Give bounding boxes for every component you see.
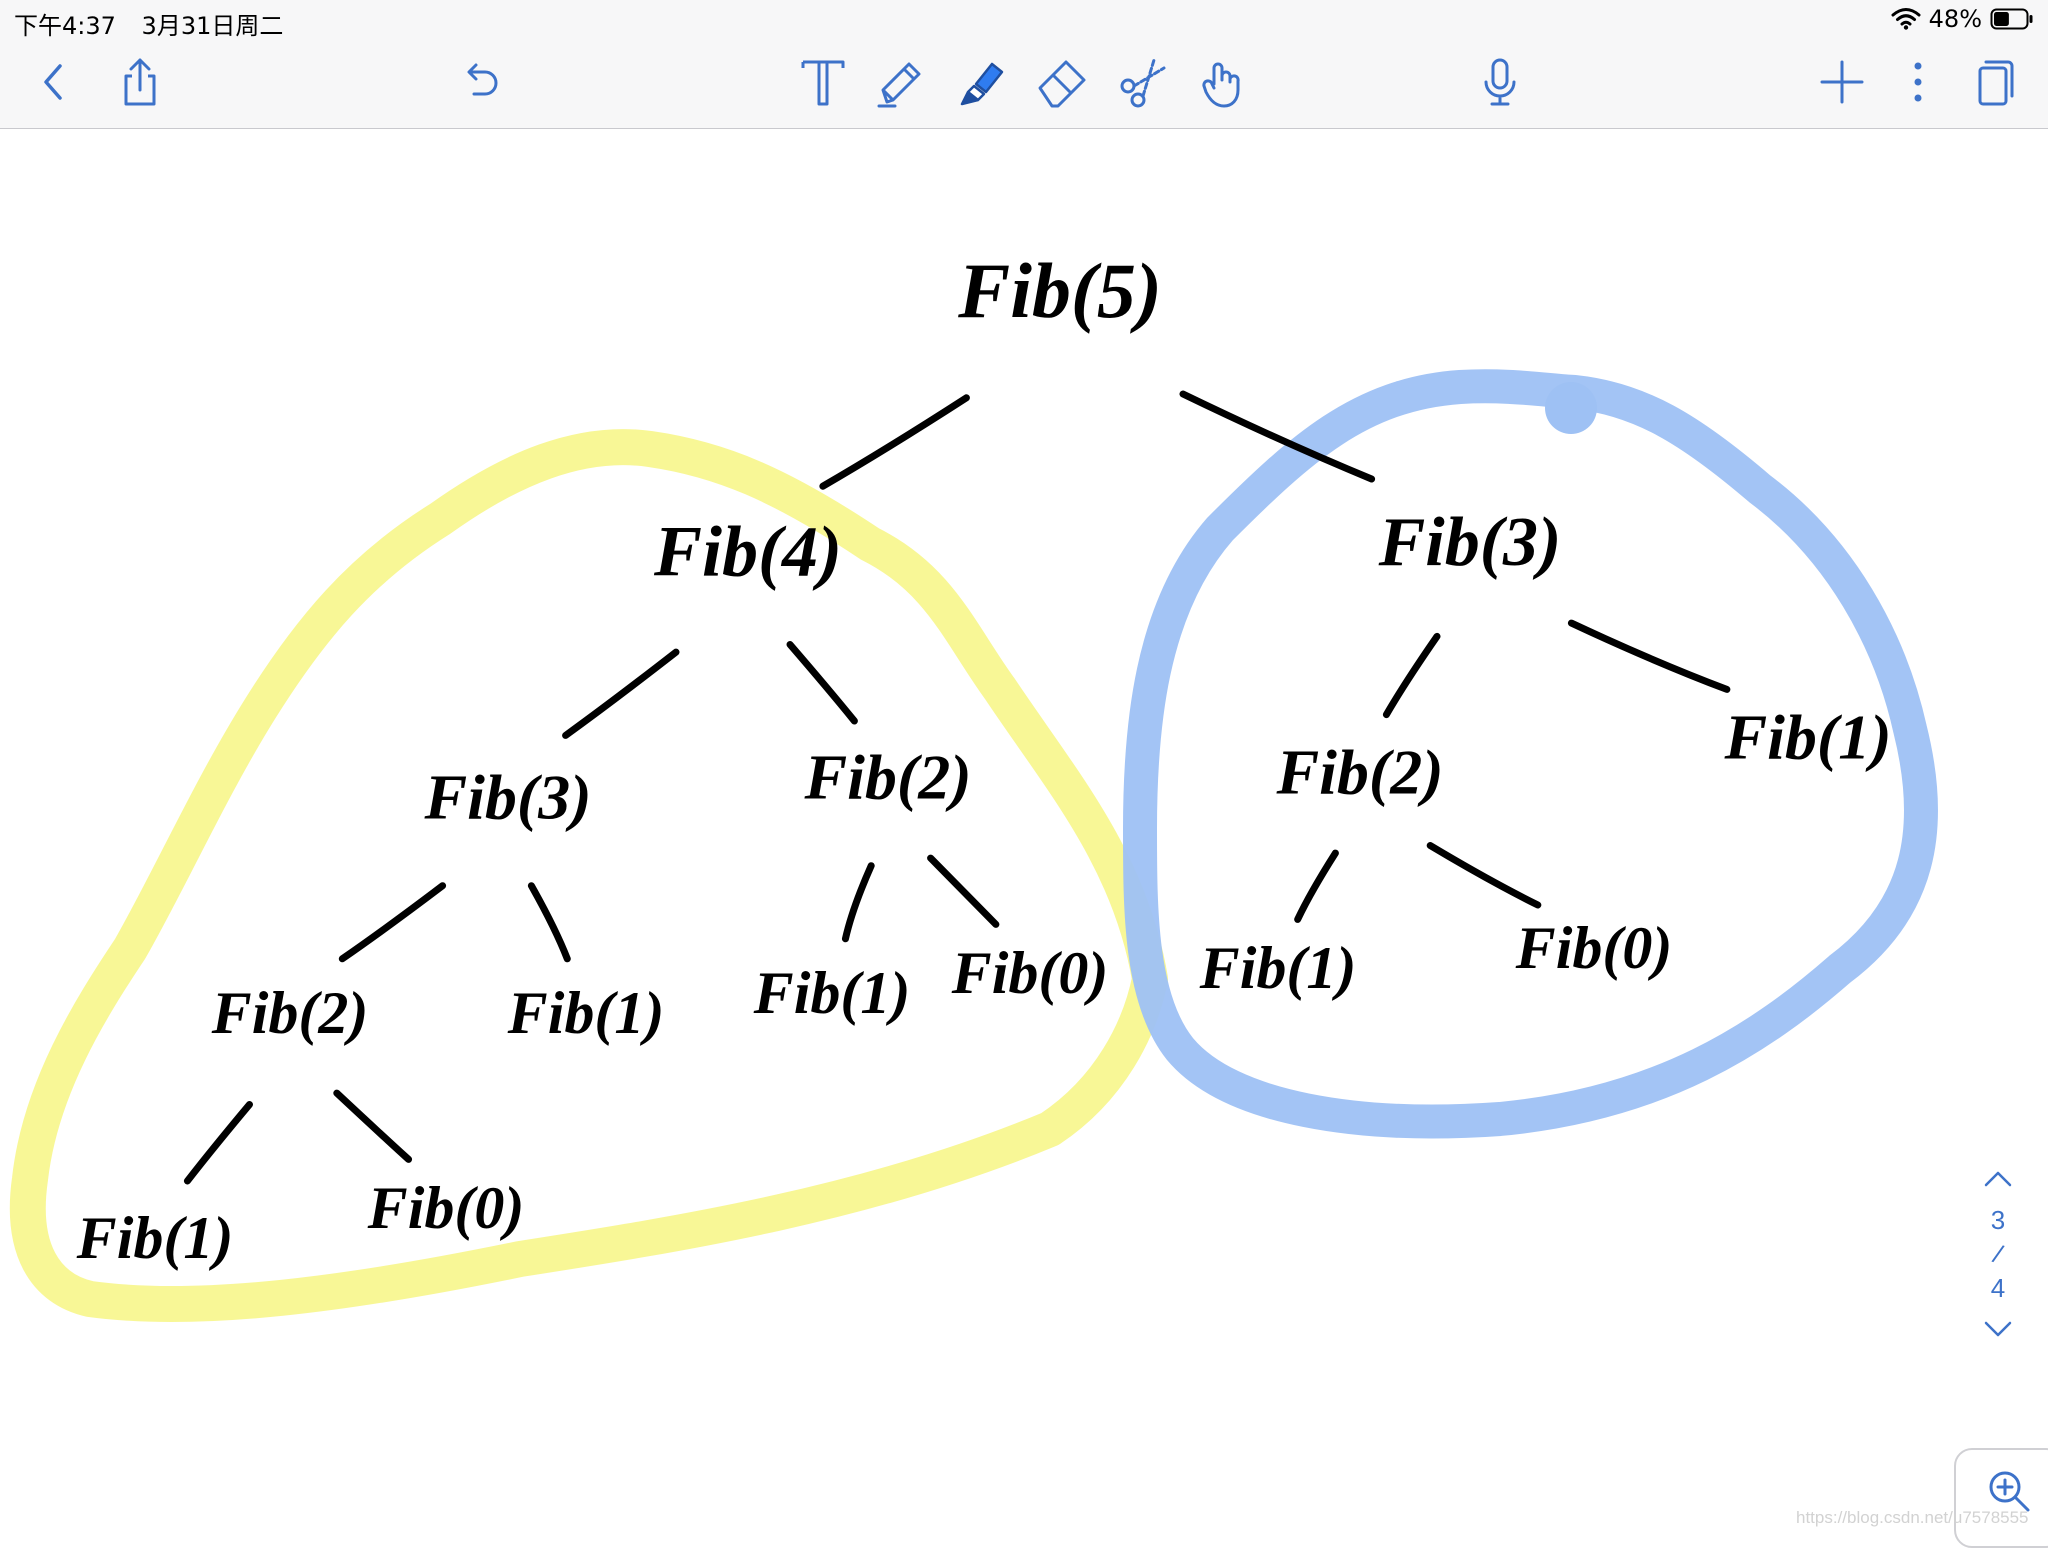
toolbar	[0, 40, 2048, 129]
tree-node-n3l: Fib(3)	[423, 762, 591, 833]
tree-edge	[786, 641, 858, 725]
tree-edge	[1426, 842, 1542, 909]
back-button[interactable]	[22, 50, 86, 114]
microphone-button[interactable]	[1468, 50, 1532, 114]
highlighter-tool-icon	[960, 62, 1004, 106]
scissors-tool-button[interactable]	[1110, 50, 1174, 114]
tree-node-n4: Fib(4)	[653, 512, 842, 592]
status-time: 下午4:37	[14, 12, 116, 40]
tree-node-n0c: Fib(0)	[367, 1175, 525, 1241]
hand-pointer-tool-button[interactable]	[1190, 50, 1254, 114]
note-canvas[interactable]: Fib(5) Fib(4) Fib(3) Fib(3) Fib(2) Fib(2) Fib(…	[0, 129, 2048, 1536]
zoom-button[interactable]	[1954, 1448, 2048, 1548]
highlighter-tool-button[interactable]	[950, 50, 1014, 114]
undo-button[interactable]	[448, 50, 512, 114]
previous-page-button[interactable]	[1968, 1155, 2028, 1203]
share-button[interactable]	[108, 50, 172, 114]
tree-node-n3r: Fib(3)	[1378, 504, 1562, 581]
battery-icon	[1990, 8, 2033, 30]
back-chevron-icon	[44, 64, 62, 100]
scissors-tool-icon	[1120, 58, 1166, 108]
microphone-icon	[1484, 58, 1516, 106]
next-page-button[interactable]	[1968, 1305, 2028, 1353]
highlight-layer	[9, 369, 1939, 1323]
tree-edge	[1179, 390, 1376, 483]
tree-edge	[927, 854, 1000, 928]
chevron-up-icon	[1984, 1171, 2012, 1187]
wifi-icon	[1891, 8, 1921, 30]
page-navigation: 3 / 4	[1968, 1155, 2028, 1395]
more-button[interactable]	[1886, 50, 1950, 114]
status-left: 下午4:37 3月31日周二	[14, 6, 301, 41]
tree-edge	[1382, 632, 1441, 719]
tree-node-n1c: Fib(1)	[1199, 935, 1357, 1001]
tree-edge	[527, 882, 571, 963]
tree-edge	[338, 882, 447, 963]
more-vertical-icon	[1914, 62, 1922, 102]
pages-button[interactable]	[1964, 50, 2028, 114]
page-indicator: 3 / 4	[1968, 1203, 2028, 1305]
tree-edges	[183, 390, 1731, 1185]
tree-edge	[183, 1101, 253, 1185]
tree-node-n1r: Fib(1)	[1723, 702, 1891, 773]
current-page-number: 3	[1990, 1205, 2006, 1235]
plus-icon	[1820, 60, 1864, 104]
pen-tool-icon	[877, 62, 921, 108]
eraser-tool-icon	[1038, 60, 1086, 108]
tree-node-n5: Fib(5)	[957, 247, 1162, 334]
tree-edge	[1294, 849, 1339, 923]
tree-node-n1b: Fib(1)	[753, 960, 911, 1026]
status-right: 48%	[1891, 5, 2034, 33]
text-tool-icon	[801, 60, 845, 106]
tree-edge	[841, 862, 875, 943]
hand-pointer-tool-icon	[1202, 62, 1240, 108]
tree-node-n0a: Fib(0)	[951, 940, 1109, 1006]
status-bar: 下午4:37 3月31日周二 48%	[0, 0, 2048, 40]
tree-node-n0b: Fib(0)	[1515, 915, 1673, 981]
tree-node-n1d: Fib(1)	[76, 1205, 234, 1271]
blue-highlight-stroke	[1123, 369, 1939, 1139]
undo-icon	[467, 63, 498, 96]
tree-edge	[333, 1089, 413, 1163]
pen-tool-button[interactable]	[869, 50, 933, 114]
add-button[interactable]	[1810, 50, 1874, 114]
tree-edge	[1567, 619, 1731, 693]
battery-percent: 48%	[1928, 5, 1982, 33]
status-date: 3月31日周二	[141, 12, 284, 40]
chevron-down-icon	[1984, 1321, 2012, 1337]
eraser-tool-button[interactable]	[1030, 50, 1094, 114]
tree-node-n2r: Fib(2)	[1275, 737, 1443, 808]
tree-nodes: Fib(5) Fib(4) Fib(3) Fib(3) Fib(2) Fib(2) Fib(…	[76, 247, 1892, 1271]
total-page-count: 4	[1990, 1273, 2006, 1303]
tree-node-n2l: Fib(2)	[211, 980, 369, 1046]
blue-highlight-blob	[1545, 382, 1597, 434]
share-icon	[124, 58, 156, 106]
watermark-text: https://blog.csdn.net/u7578555	[1796, 1508, 2029, 1527]
text-tool-button[interactable]	[791, 50, 855, 114]
zoom-in-icon	[1989, 1471, 2030, 1512]
tree-node-n1a: Fib(1)	[507, 980, 665, 1046]
tree-edge	[819, 394, 970, 490]
tree-node-n2m: Fib(2)	[803, 742, 971, 813]
pages-icon	[1978, 60, 2014, 106]
tree-edge	[562, 648, 680, 739]
